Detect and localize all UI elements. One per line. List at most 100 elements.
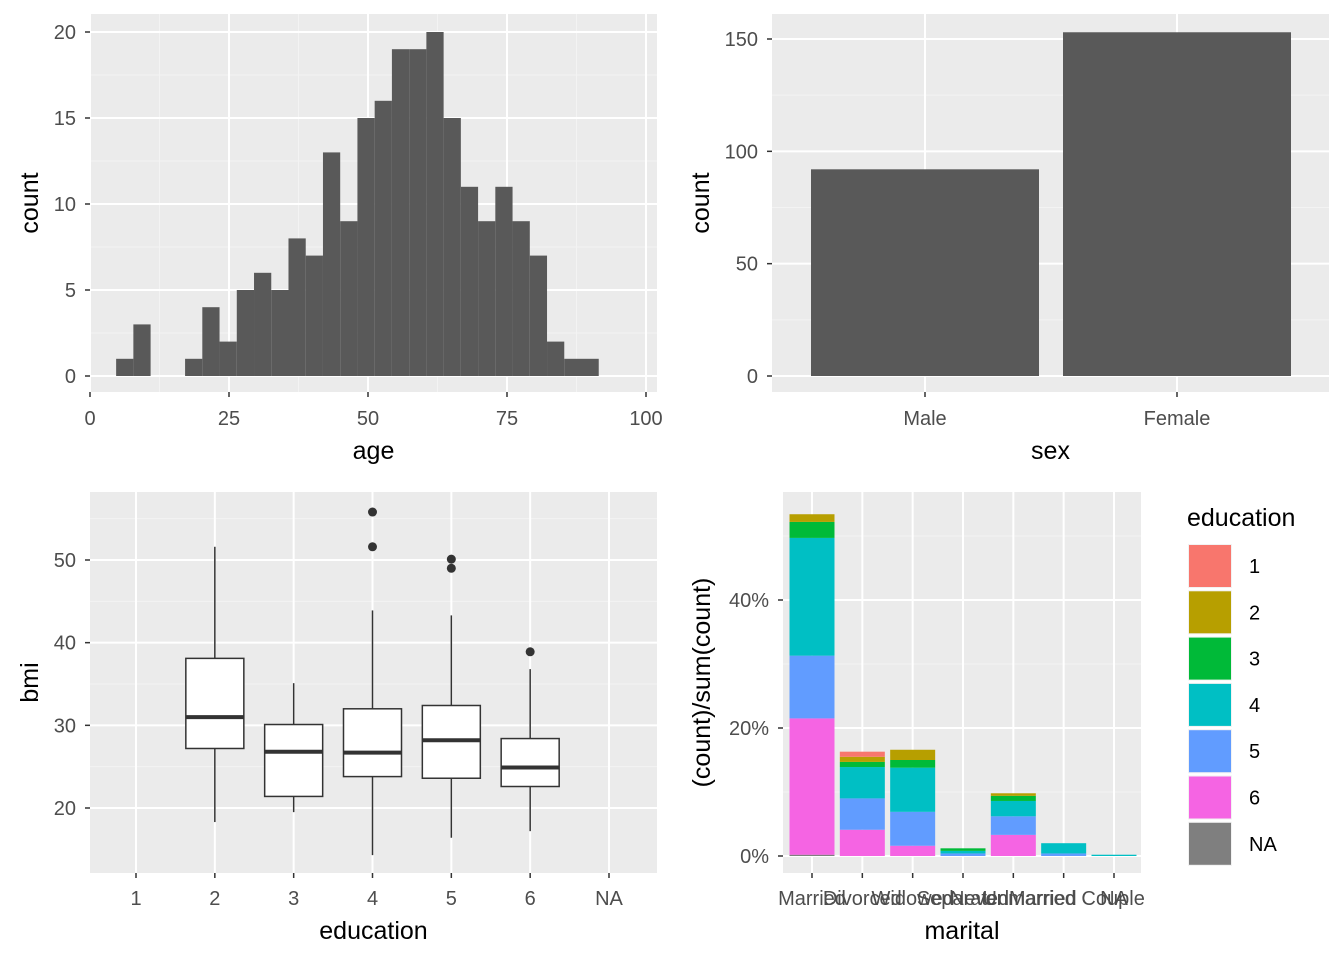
stacked-bar-segment <box>890 760 936 768</box>
stacked-bar-segment <box>839 761 885 768</box>
histogram-bar <box>512 221 530 376</box>
legend-label: 4 <box>1249 695 1260 717</box>
histogram-bar <box>116 358 134 376</box>
box-iqr <box>342 708 403 778</box>
box-iqr <box>500 737 560 788</box>
legend-label: 2 <box>1249 602 1260 624</box>
x-tick-label: NA <box>1100 888 1128 910</box>
x-tick-label: Unmarried Couple <box>983 888 1145 910</box>
histogram-bar <box>564 358 582 376</box>
histogram-bar <box>133 324 151 376</box>
histogram-bar <box>236 290 255 376</box>
stacked-bar-segment <box>839 829 885 856</box>
y-tick-label: 100 <box>725 141 758 163</box>
legend-label: NA <box>1249 834 1277 856</box>
y-tick-label: 20% <box>729 718 769 740</box>
stacked-bar-segment <box>839 756 885 762</box>
x-tick-label: 6 <box>525 888 536 910</box>
box-outlier <box>368 542 377 552</box>
y-tick-label: 150 <box>725 29 758 51</box>
stacked-bar-segment <box>839 767 885 799</box>
stacked-bar-segment <box>890 845 936 856</box>
legend-swatch <box>1189 637 1231 680</box>
x-tick-label: 75 <box>496 408 518 430</box>
y-tick-label: 50 <box>736 254 758 276</box>
stacked-bar-segment <box>890 811 936 846</box>
legend-swatch <box>1189 683 1231 726</box>
y-tick-label: 40 <box>54 633 76 655</box>
legend-swatch <box>1189 730 1231 773</box>
histogram-bar <box>460 186 479 376</box>
histogram-bar <box>547 341 565 376</box>
stacked-bar-segment <box>890 767 936 812</box>
histogram-bar <box>391 49 410 376</box>
stacked-bar-segment <box>990 795 1036 801</box>
y-tick-label: 20 <box>54 798 76 820</box>
stacked-bar-segment <box>940 850 986 854</box>
x-axis-title: age <box>353 437 395 465</box>
y-tick-label: 30 <box>54 715 76 737</box>
stacked-bar-segment <box>839 798 885 830</box>
x-tick-label: 5 <box>446 888 457 910</box>
y-axis-title: (count)/sum(count) <box>688 578 716 788</box>
y-tick-label: 15 <box>54 108 76 130</box>
y-tick-label: 0% <box>740 846 769 868</box>
box-outlier <box>525 647 535 657</box>
legend-swatch <box>1189 822 1231 865</box>
y-tick-label: 40% <box>729 590 769 612</box>
stacked-bar-segment <box>1041 853 1087 856</box>
y-tick-label: 0 <box>747 366 758 388</box>
stacked-bar-segment <box>789 521 835 538</box>
x-tick-label: Married <box>778 888 846 910</box>
legend-swatch <box>1189 545 1231 587</box>
x-axis-title: marital <box>924 917 999 945</box>
y-tick-label: 10 <box>54 194 76 216</box>
histogram-bar <box>357 118 375 376</box>
histogram-bar <box>288 238 306 376</box>
y-tick-label: 20 <box>54 22 76 44</box>
histogram-bar <box>305 255 323 376</box>
x-tick-label: 4 <box>367 888 378 910</box>
x-tick-label: Male <box>903 408 946 430</box>
histogram-bar <box>495 186 513 376</box>
box-outlier <box>446 563 456 573</box>
box-outlier <box>446 554 456 564</box>
x-tick-label: 100 <box>629 408 662 430</box>
legend-label: 3 <box>1249 649 1260 671</box>
box-iqr <box>263 723 324 798</box>
histogram-bar <box>374 100 392 377</box>
legend-swatch <box>1189 776 1231 819</box>
box-iqr <box>185 657 245 750</box>
y-axis-title: count <box>16 172 44 233</box>
stacked-bar-segment <box>990 800 1036 817</box>
histogram-bar <box>340 221 358 376</box>
stacked-bar-segment <box>789 718 835 855</box>
histogram-bar <box>271 290 289 376</box>
histogram-bar <box>202 307 220 376</box>
x-tick-label: 25 <box>218 408 240 430</box>
legend-label: 5 <box>1249 741 1260 763</box>
y-tick-label: 50 <box>54 550 76 572</box>
x-tick-label: 1 <box>130 888 141 910</box>
legend-swatch <box>1189 591 1231 634</box>
histogram-bar <box>322 152 341 376</box>
y-tick-label: 0 <box>65 366 76 388</box>
stacked-bar-segment <box>890 749 936 760</box>
stacked-bar-segment <box>990 816 1036 835</box>
bar <box>811 169 1039 376</box>
histogram-bar <box>478 221 496 376</box>
x-axis-title: education <box>319 917 427 945</box>
histogram-bar <box>409 49 427 376</box>
stacked-bar-segment <box>990 793 1036 796</box>
stacked-bar-segment <box>940 853 986 856</box>
x-tick-label: Never Married <box>950 888 1077 910</box>
y-axis-title: count <box>687 172 715 233</box>
stacked-bar-segment <box>839 751 885 757</box>
bar <box>1063 32 1291 376</box>
y-tick-label: 5 <box>65 280 76 302</box>
stacked-bar-segment <box>789 537 835 656</box>
histogram-bar <box>185 358 203 376</box>
x-tick-label: Female <box>1144 408 1211 430</box>
x-tick-label: 50 <box>357 408 379 430</box>
legend-label: 6 <box>1249 788 1260 810</box>
